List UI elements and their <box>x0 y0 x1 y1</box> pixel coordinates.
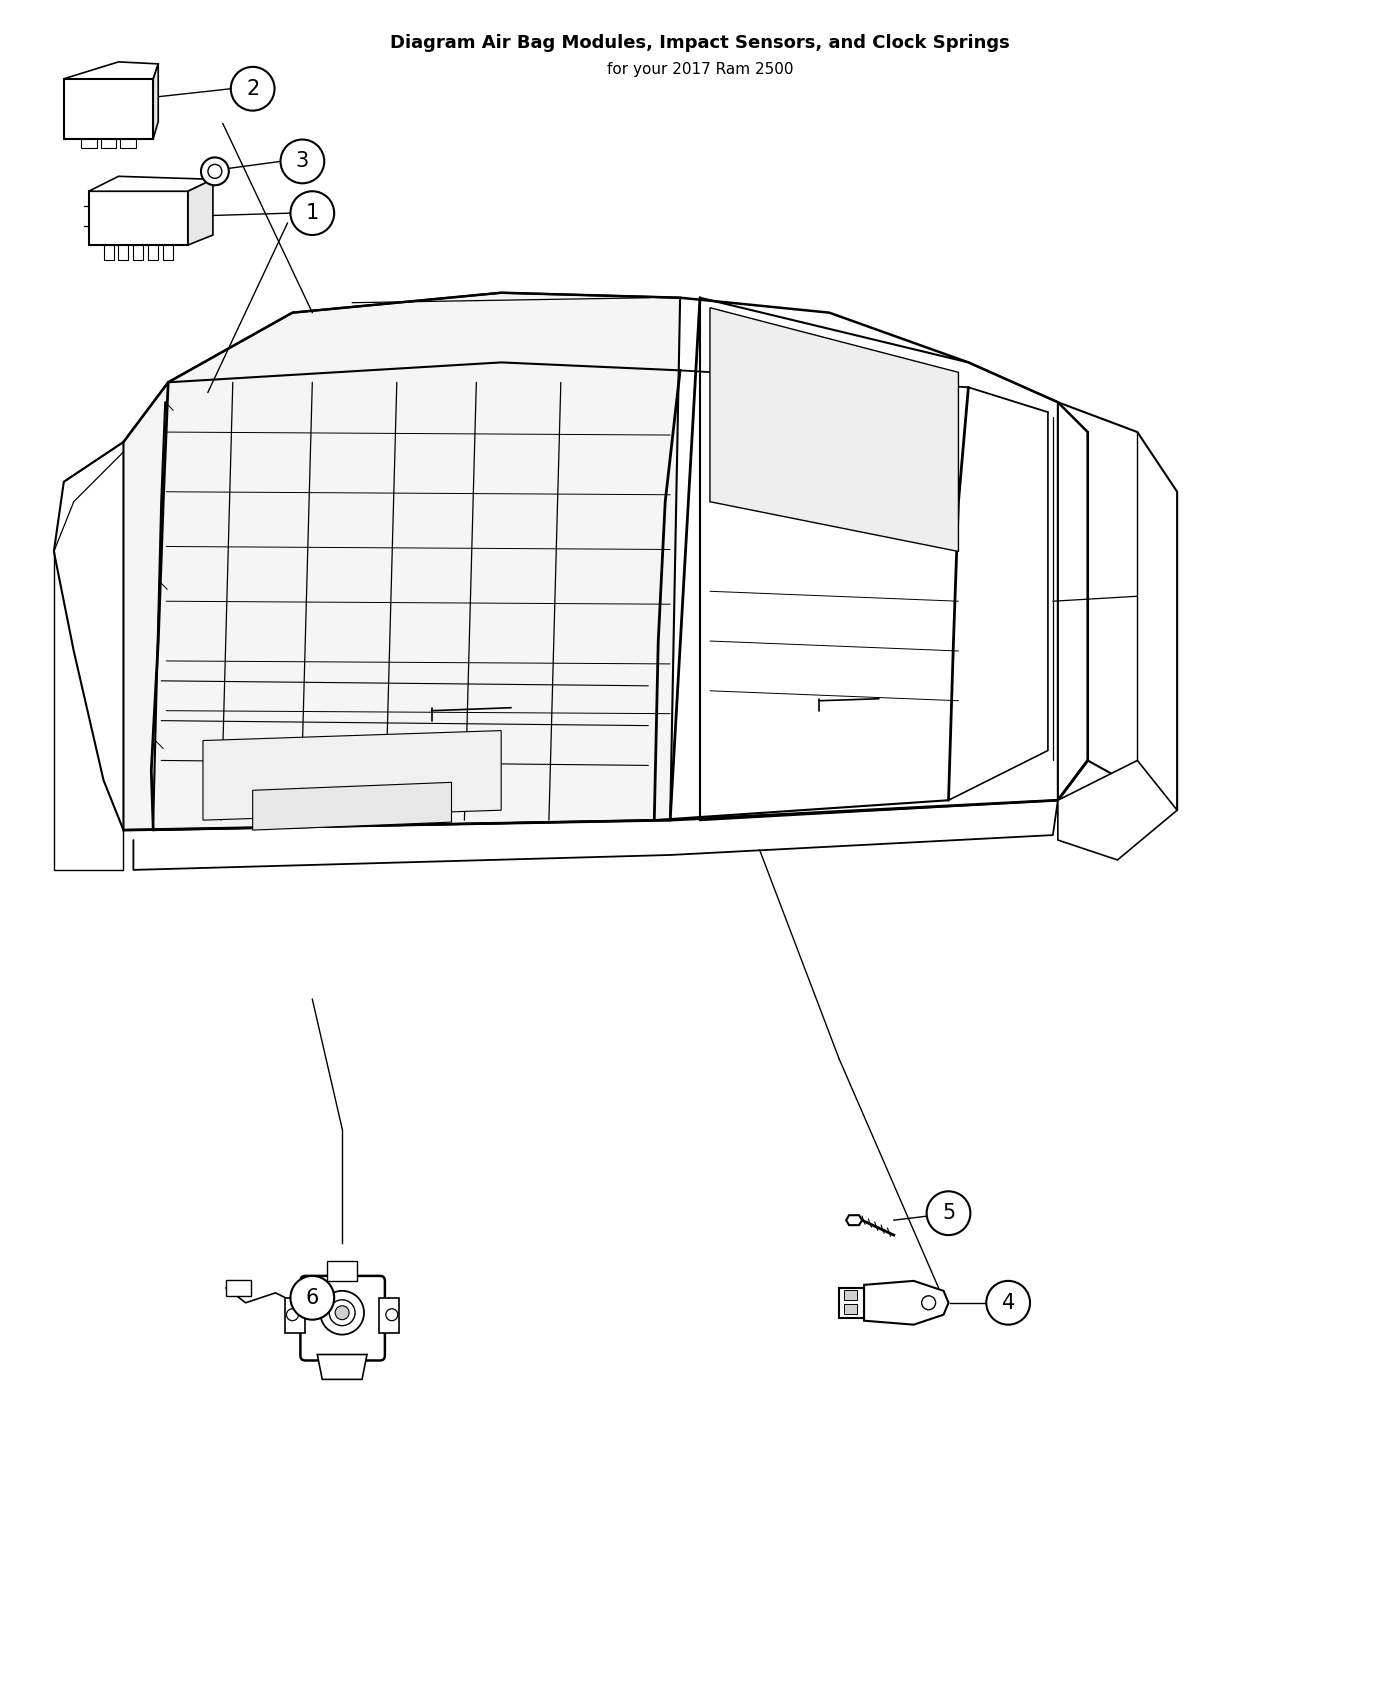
Polygon shape <box>123 292 680 830</box>
Polygon shape <box>286 1297 305 1333</box>
Polygon shape <box>844 1290 857 1300</box>
Circle shape <box>921 1295 935 1309</box>
Polygon shape <box>844 1304 857 1314</box>
Circle shape <box>231 66 274 110</box>
Text: for your 2017 Ram 2500: for your 2017 Ram 2500 <box>606 61 794 76</box>
Circle shape <box>202 158 228 185</box>
Polygon shape <box>225 1280 251 1295</box>
Polygon shape <box>164 245 174 260</box>
Polygon shape <box>153 65 158 138</box>
Polygon shape <box>700 298 1058 819</box>
Text: 5: 5 <box>942 1204 955 1224</box>
Polygon shape <box>252 782 451 830</box>
Polygon shape <box>846 1216 862 1226</box>
Text: 4: 4 <box>1001 1292 1015 1312</box>
Polygon shape <box>101 138 116 148</box>
Polygon shape <box>104 245 113 260</box>
Polygon shape <box>120 138 136 148</box>
Text: 3: 3 <box>295 151 309 172</box>
Polygon shape <box>318 1355 367 1379</box>
Circle shape <box>335 1306 349 1319</box>
Circle shape <box>290 190 335 235</box>
Polygon shape <box>88 190 188 245</box>
Polygon shape <box>864 1280 949 1324</box>
Polygon shape <box>379 1297 399 1333</box>
Polygon shape <box>88 177 213 190</box>
Circle shape <box>329 1300 356 1326</box>
Polygon shape <box>188 178 213 245</box>
Polygon shape <box>81 138 97 148</box>
Polygon shape <box>710 308 959 551</box>
Polygon shape <box>133 245 143 260</box>
Polygon shape <box>119 245 129 260</box>
Text: 6: 6 <box>305 1289 319 1307</box>
Polygon shape <box>64 61 158 78</box>
Circle shape <box>280 139 325 184</box>
Polygon shape <box>148 245 158 260</box>
Text: 1: 1 <box>305 202 319 223</box>
Polygon shape <box>1058 760 1177 860</box>
Circle shape <box>290 1277 335 1319</box>
Polygon shape <box>839 1289 864 1318</box>
Text: Diagram Air Bag Modules, Impact Sensors, and Clock Springs: Diagram Air Bag Modules, Impact Sensors,… <box>391 34 1009 53</box>
Polygon shape <box>328 1261 357 1280</box>
Text: 2: 2 <box>246 78 259 99</box>
FancyBboxPatch shape <box>301 1277 385 1360</box>
Circle shape <box>209 165 221 178</box>
Circle shape <box>321 1290 364 1334</box>
Circle shape <box>386 1309 398 1321</box>
Circle shape <box>927 1192 970 1236</box>
Circle shape <box>287 1309 298 1321</box>
Polygon shape <box>203 731 501 819</box>
Circle shape <box>986 1280 1030 1324</box>
Polygon shape <box>64 78 153 138</box>
